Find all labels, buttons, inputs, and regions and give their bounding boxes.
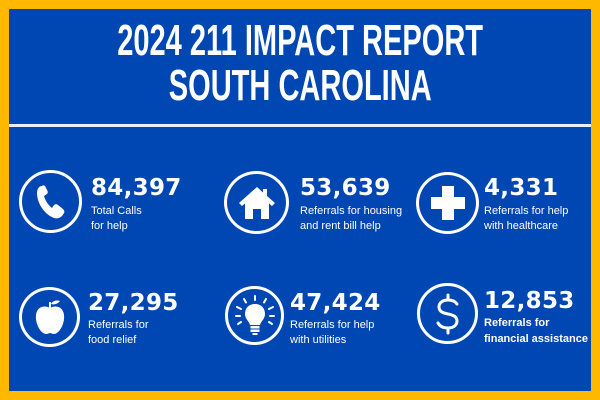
stat-label-line2: financial assistance xyxy=(484,333,588,345)
page-title-line1: 2024 211 IMPACT REPORT xyxy=(117,16,483,65)
stat-label-line2: and rent bill help xyxy=(300,220,381,232)
medical-cross-icon xyxy=(416,172,479,234)
stat-value: 4,331 xyxy=(484,175,559,201)
stat-label-line1: Referrals for help xyxy=(484,205,569,217)
stat-label-line1: Total Calls xyxy=(91,205,142,217)
page-title-line2: SOUTH CAROLINA xyxy=(168,61,432,110)
dollar-icon xyxy=(417,283,478,344)
stat-label-line2: with healthcare xyxy=(484,220,558,232)
house-icon xyxy=(224,171,289,234)
stat-value: 53,639 xyxy=(300,175,391,201)
apple-icon xyxy=(19,287,80,347)
phone-icon xyxy=(19,170,82,233)
stat-value: 12,853 xyxy=(484,288,575,314)
stat-label-line2: food relief xyxy=(88,334,137,346)
divider-line xyxy=(9,124,591,127)
stat-label-line1: Referrals for housing xyxy=(300,205,403,217)
stat-value: 47,424 xyxy=(290,290,381,316)
stat-value: 27,295 xyxy=(88,290,179,316)
lightbulb-icon xyxy=(225,286,284,345)
stat-label-line1: Referrals for xyxy=(484,317,550,329)
stat-label-line1: Referrals for help xyxy=(290,319,375,331)
stat-value: 84,397 xyxy=(91,175,182,201)
stat-label-line2: with utilities xyxy=(290,334,347,346)
blue-panel xyxy=(9,9,591,391)
stat-label-line1: Referrals for xyxy=(88,319,149,331)
stat-label-line2: for help xyxy=(91,220,128,232)
